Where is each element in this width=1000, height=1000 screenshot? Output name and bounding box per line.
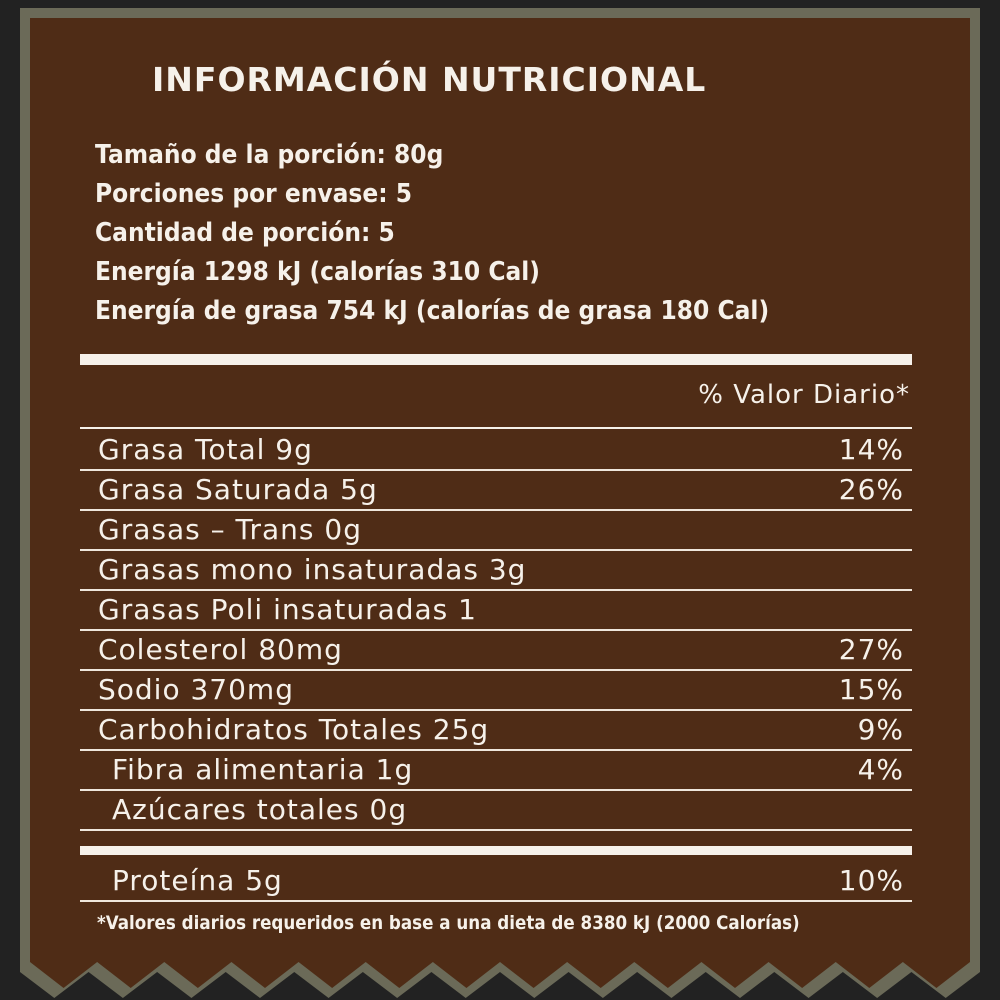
nutrient-label: Fibra alimentaria 1g	[112, 753, 414, 786]
nutrient-percent: 9%	[857, 713, 904, 746]
nutrient-label: Grasa Total 9g	[98, 433, 313, 466]
label-title: INFORMACIÓN NUTRICIONAL	[152, 60, 707, 99]
nutrient-row: Azúcares totales 0g	[80, 789, 912, 831]
nutrient-row: Sodio 370mg 15%	[80, 669, 912, 711]
nutrient-row: Fibra alimentaria 1g 4%	[80, 749, 912, 791]
nutrient-row: Grasa Saturada 5g 26%	[80, 469, 912, 511]
daily-value-header: % Valor Diario*	[698, 380, 910, 410]
nutrient-percent: 26%	[838, 473, 904, 506]
servings-per-container: Porciones por envase: 5	[95, 179, 413, 209]
nutrient-label: Colesterol 80mg	[98, 633, 343, 666]
footnote: *Valores diarios requeridos en base a un…	[97, 912, 800, 934]
divider	[80, 427, 912, 429]
nutrient-label: Carbohidratos Totales 25g	[98, 713, 490, 746]
nutrient-row: Grasas Poli insaturadas 1	[80, 589, 912, 631]
nutrient-label: Grasas mono insaturadas 3g	[98, 553, 527, 586]
nutrient-label: Sodio 370mg	[98, 673, 294, 706]
nutrient-percent: 10%	[838, 864, 904, 897]
serving-size: Tamaño de la porción: 80g	[95, 140, 444, 170]
fat-energy: Energía de grasa 754 kJ (calorías de gra…	[95, 296, 770, 326]
nutrient-label: Grasa Saturada 5g	[98, 473, 378, 506]
protein-row: Proteína 5g 10%	[80, 860, 912, 902]
nutrient-label: Grasas – Trans 0g	[98, 513, 362, 546]
thick-divider	[80, 354, 912, 365]
energy: Energía 1298 kJ (calorías 310 Cal)	[95, 257, 541, 287]
nutrient-percent: 15%	[838, 673, 904, 706]
nutrient-label: Grasas Poli insaturadas 1	[98, 593, 477, 626]
nutrient-percent: 4%	[857, 753, 904, 786]
nutrient-row: Grasa Total 9g 14%	[80, 429, 912, 471]
thick-divider	[80, 846, 912, 855]
nutrient-label: Proteína 5g	[112, 864, 283, 897]
serving-amount: Cantidad de porción: 5	[95, 218, 395, 248]
nutrient-label: Azúcares totales 0g	[112, 793, 408, 826]
nutrient-row: Grasas – Trans 0g	[80, 509, 912, 551]
nutrient-row: Grasas mono insaturadas 3g	[80, 549, 912, 591]
nutrient-row: Colesterol 80mg 27%	[80, 629, 912, 671]
nutrient-percent: 27%	[838, 633, 904, 666]
nutrient-row: Carbohidratos Totales 25g 9%	[80, 709, 912, 751]
nutrient-percent: 14%	[838, 433, 904, 466]
